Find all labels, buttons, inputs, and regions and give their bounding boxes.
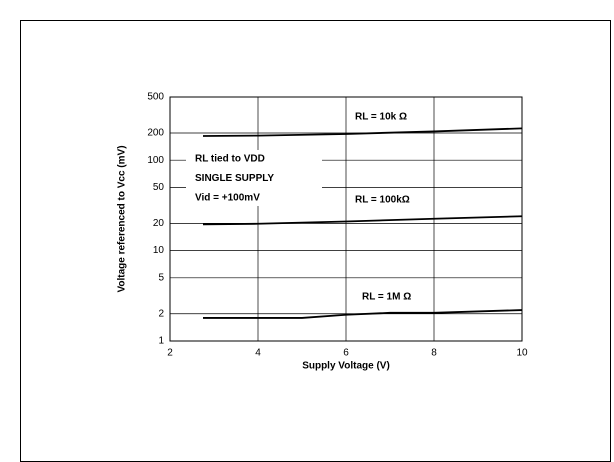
y-tick-label: 100 [147, 155, 164, 166]
y-tick-label: 500 [147, 92, 164, 103]
y-tick-label: 1 [158, 336, 164, 347]
x-axis-label: Supply Voltage (V) [302, 361, 390, 372]
series-label: RL = 10k Ω [355, 112, 407, 123]
y-tick-label: 5 [158, 272, 164, 283]
series-label: RL = 100kΩ [355, 195, 410, 206]
annotation: SINGLE SUPPLY [195, 173, 274, 184]
x-tick-label: 4 [255, 348, 261, 359]
series-line [202, 127, 523, 137]
annotation-box [186, 150, 322, 206]
x-tick-label: 10 [516, 348, 528, 359]
y-tick-label: 50 [153, 182, 165, 193]
y-tick-label: 20 [153, 218, 165, 229]
y-axis-label: Voltage referenced to Vcc (mV) [117, 145, 128, 292]
series-label: RL = 1M Ω [362, 292, 411, 303]
y-tick-label: 200 [147, 128, 164, 139]
y-tick-label: 10 [153, 245, 165, 256]
plot-frame [169, 96, 523, 342]
series-line [203, 309, 523, 319]
annotation: RL tied to VDD [195, 154, 265, 165]
annotation: Vid = +100mV [195, 193, 260, 204]
x-tick-label: 6 [343, 348, 349, 359]
series-line [202, 215, 523, 226]
y-tick-label: 2 [158, 308, 164, 319]
x-tick-label: 2 [167, 348, 173, 359]
x-tick-label: 8 [431, 348, 437, 359]
